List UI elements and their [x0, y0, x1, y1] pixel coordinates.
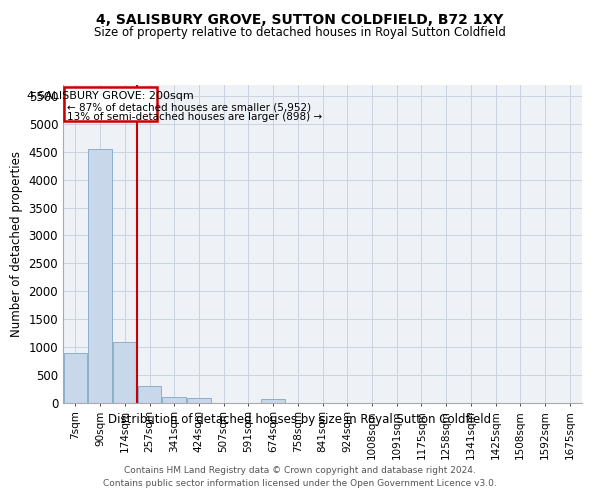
Text: 4, SALISBURY GROVE, SUTTON COLDFIELD, B72 1XY: 4, SALISBURY GROVE, SUTTON COLDFIELD, B7… [97, 12, 503, 26]
Text: 13% of semi-detached houses are larger (898) →: 13% of semi-detached houses are larger (… [67, 112, 323, 122]
Text: Contains HM Land Registry data © Crown copyright and database right 2024.: Contains HM Land Registry data © Crown c… [124, 466, 476, 475]
Bar [138, 386, 161, 402]
Text: ← 87% of detached houses are smaller (5,952): ← 87% of detached houses are smaller (5,… [67, 102, 311, 113]
FancyBboxPatch shape [64, 86, 157, 121]
Text: Contains public sector information licensed under the Open Government Licence v3: Contains public sector information licen… [103, 479, 497, 488]
Text: 4 SALISBURY GROVE: 200sqm: 4 SALISBURY GROVE: 200sqm [28, 91, 194, 101]
Bar [163, 397, 186, 402]
Text: Size of property relative to detached houses in Royal Sutton Coldfield: Size of property relative to detached ho… [94, 26, 506, 39]
Y-axis label: Number of detached properties: Number of detached properties [10, 151, 23, 337]
Bar [262, 398, 285, 402]
Bar [187, 398, 211, 402]
Bar [88, 149, 112, 403]
Text: Distribution of detached houses by size in Royal Sutton Coldfield: Distribution of detached houses by size … [109, 412, 491, 426]
Bar [113, 342, 137, 402]
Bar [64, 354, 87, 403]
